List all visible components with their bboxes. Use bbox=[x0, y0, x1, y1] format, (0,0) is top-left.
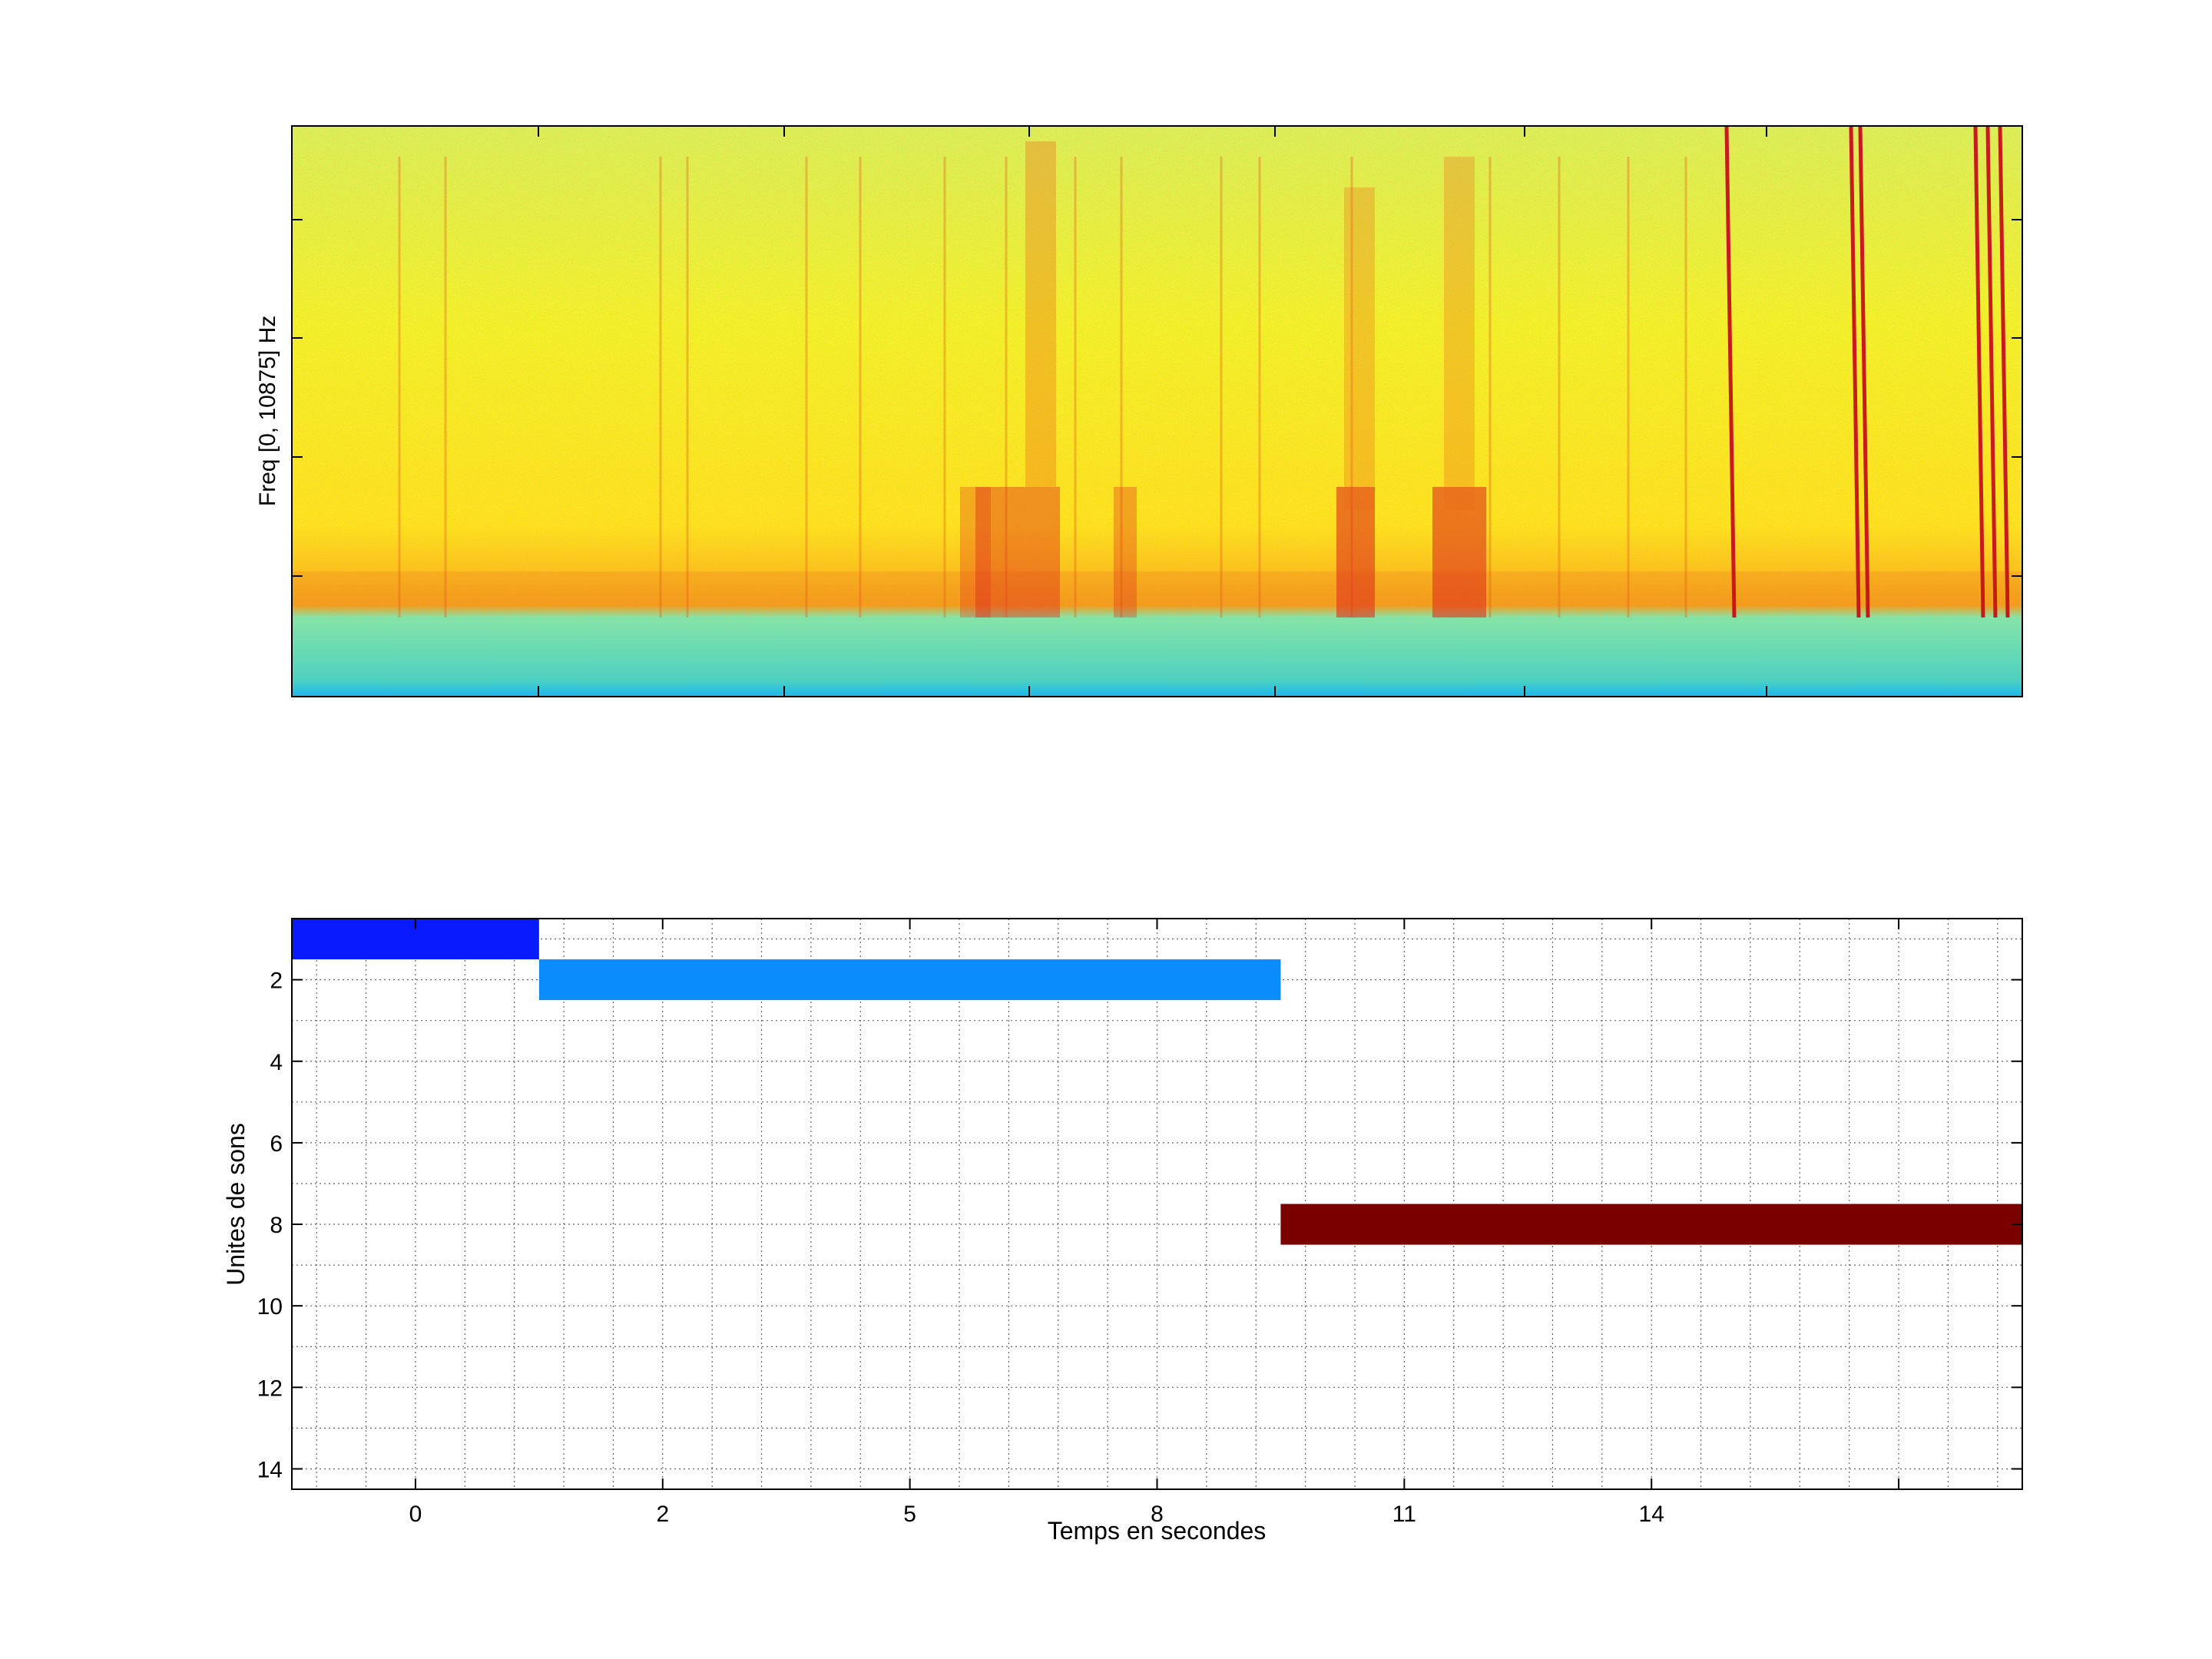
spectrogram-ticks bbox=[292, 126, 2022, 697]
spectrogram-events bbox=[292, 125, 2022, 618]
spectrogram-call bbox=[1444, 157, 1475, 510]
units-ytick-label: 8 bbox=[270, 1213, 283, 1238]
unit-segment-2 bbox=[538, 959, 1281, 1001]
spectrogram-pulse bbox=[1849, 125, 1861, 618]
units-ytick-label: 6 bbox=[270, 1131, 283, 1157]
units-panel: 0 2 5 8 11 14 2 4 6 8 10 12 14 Temps en secondes Uni… bbox=[222, 918, 2023, 1545]
units-bars bbox=[292, 919, 2022, 1245]
units-ytick-label: 10 bbox=[257, 1294, 283, 1320]
units-ytick-label: 4 bbox=[270, 1050, 283, 1075]
spectrogram-call bbox=[1336, 487, 1375, 618]
units-xtick-label: 14 bbox=[1639, 1502, 1664, 1527]
spectrogram-call bbox=[1114, 487, 1137, 618]
units-ytick-label: 2 bbox=[270, 969, 283, 994]
unit-segment-8 bbox=[1280, 1204, 2022, 1245]
spectrogram-call bbox=[1432, 487, 1486, 618]
spectrogram-call bbox=[975, 487, 1060, 618]
spectrogram-frame bbox=[291, 125, 2023, 697]
spectrogram-pulse bbox=[1985, 125, 1998, 618]
spectrogram-call bbox=[1025, 141, 1056, 487]
units-xtick-label: 0 bbox=[409, 1502, 422, 1527]
units-grid bbox=[292, 919, 2022, 1489]
spectrogram-ylabel: Freq [0, 10875] Hz bbox=[255, 316, 280, 506]
spectrogram-noise bbox=[292, 126, 2022, 618]
spectrogram-pulse bbox=[1998, 125, 2010, 618]
spectrogram-call bbox=[960, 487, 991, 618]
units-ytick-label: 14 bbox=[257, 1457, 283, 1482]
spectrogram-call bbox=[1344, 187, 1375, 510]
units-xtick-label: 2 bbox=[656, 1502, 669, 1527]
units-xtick-label: 11 bbox=[1392, 1502, 1416, 1527]
spectrogram-band bbox=[292, 571, 2022, 604]
units-xlabel: Temps en secondes bbox=[1048, 1517, 1267, 1545]
spectrogram-panel: Freq [0, 10875] Hz bbox=[255, 125, 2023, 697]
spectrogram-pulse bbox=[1858, 125, 1870, 618]
spectrogram-pulse bbox=[1724, 125, 1737, 618]
units-xtick-label: 8 bbox=[1151, 1502, 1164, 1527]
units-xtick-label: 5 bbox=[903, 1502, 916, 1527]
units-ytick-label: 12 bbox=[257, 1376, 283, 1401]
spectrogram-pulse bbox=[1973, 125, 1985, 618]
units-ticks: 0 2 5 8 11 14 2 4 6 8 10 12 14 bbox=[257, 919, 2022, 1527]
units-ylabel: Unites de sons bbox=[222, 1123, 250, 1286]
